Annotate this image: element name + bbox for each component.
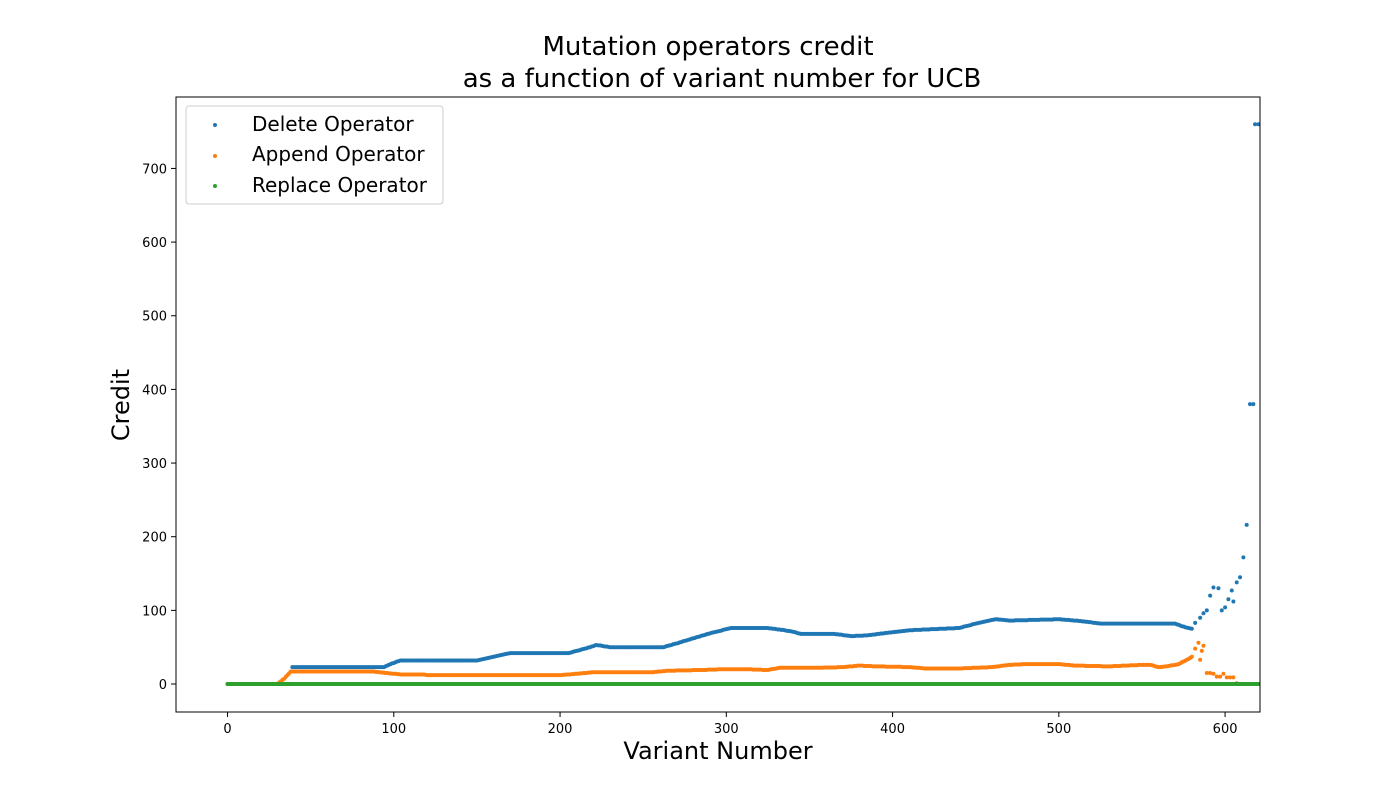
data-point [1204,670,1209,675]
legend-marker-delete [213,123,217,127]
data-point [1224,675,1229,680]
data-point [1253,122,1258,127]
data-point [1219,608,1224,613]
data-point [1248,402,1253,407]
data-point [1211,671,1216,676]
data-points [225,122,1261,687]
axis-ticks: 0 100 200 300 400 500 600 0 100 200 300 400 500 600 70… [142,162,1237,737]
legend: Delete Operator Append Operator Replace … [185,105,444,205]
data-point [1193,620,1198,625]
x-tick-label: 0 [223,722,231,737]
x-axis-label: Variant Number [623,737,812,765]
data-point [1226,597,1231,602]
data-point [1193,646,1198,651]
y-axis-label: Credit [107,369,135,441]
data-point [1238,575,1243,580]
y-tick-label: 500 [142,310,167,325]
data-point [1218,674,1223,679]
legend-label-delete: Delete Operator [252,112,414,136]
data-point [1201,611,1206,616]
series-0-points [225,122,1261,687]
x-tick-label: 400 [880,722,905,737]
chart-title-line2: as a function of variant number for UCB [463,64,982,94]
data-point [1256,122,1261,127]
x-tick-label: 600 [1213,722,1238,737]
data-point [1201,643,1206,648]
data-point [1223,605,1228,610]
legend-marker-replace [213,184,217,188]
legend-box [185,105,444,205]
data-point [1256,682,1261,687]
y-tick-label: 200 [142,531,167,546]
data-point [1189,626,1194,631]
data-point [1234,580,1239,585]
data-point [1216,586,1221,591]
y-tick-label: 100 [142,604,167,619]
plot-frame [175,96,1261,713]
data-point [1204,608,1209,613]
y-tick-label: 700 [142,162,167,177]
y-tick-label: 0 [159,678,167,693]
x-tick-label: 200 [548,722,573,737]
data-point [1211,585,1216,590]
data-point [1214,674,1219,679]
x-tick-label: 100 [381,722,406,737]
data-point [1199,648,1204,653]
data-point [1221,671,1226,676]
data-point [1196,640,1201,645]
data-point [1208,670,1213,675]
data-point [1231,675,1236,680]
data-point [1198,657,1203,662]
data-point [1241,555,1246,560]
chart-title-line1: Mutation operators credit [542,32,873,62]
x-tick-label: 300 [714,722,739,737]
y-tick-label: 600 [142,236,167,251]
data-point [1251,402,1256,407]
legend-label-append: Append Operator [252,142,425,166]
data-point [1198,615,1203,620]
data-point [1244,522,1249,527]
data-point [1189,654,1194,659]
data-point [1208,593,1213,598]
data-point [1228,675,1233,680]
y-tick-label: 400 [142,383,167,398]
y-tick-label: 300 [142,457,167,472]
series-2-points [225,682,1261,687]
series-1-points [225,640,1259,687]
data-point [1231,599,1236,604]
legend-label-replace: Replace Operator [252,173,428,197]
data-point [1229,588,1234,593]
x-tick-label: 500 [1046,722,1071,737]
legend-marker-append [213,154,217,158]
